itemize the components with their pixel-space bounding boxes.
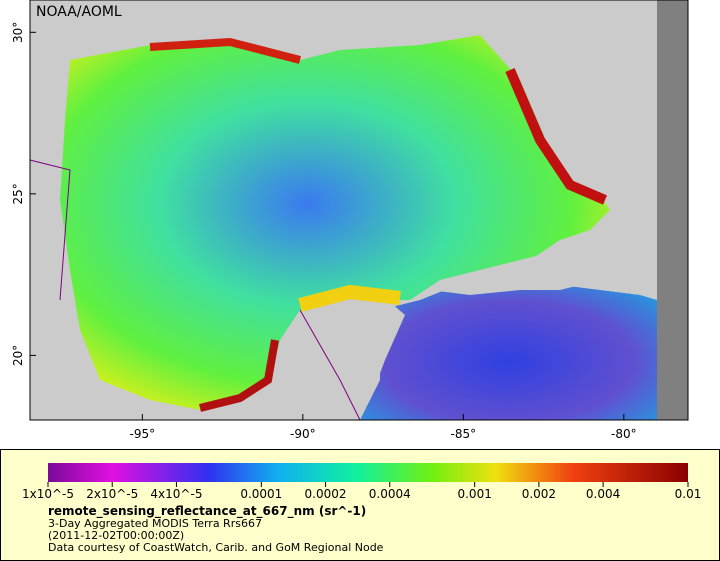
x-tick-label: -90°: [290, 427, 316, 441]
x-tick-label: -80°: [611, 427, 637, 441]
colorbar-tick-label: 0.0004: [369, 487, 411, 501]
caribbean-water: [360, 275, 657, 420]
x-tick-label: -85°: [451, 427, 477, 441]
map: NOAA/AOML: [29, 0, 689, 421]
description: 3-Day Aggregated MODIS Terra Rrs667: [48, 517, 262, 530]
colorbar: [48, 463, 688, 482]
colorbar-tick-label: 0.004: [586, 487, 620, 501]
colorbar-tick-label: 0.002: [522, 487, 556, 501]
x-tick-label: -95°: [130, 427, 156, 441]
coastal-band: [149, 37, 301, 64]
y-tick-label: 20°: [11, 345, 25, 366]
gulf-water: [60, 35, 610, 410]
map-border: [29, 0, 689, 421]
credit: Data courtesy of CoastWatch, Carib. and …: [48, 541, 384, 554]
coastal-band: [505, 68, 607, 205]
y-tick-label: 30°: [11, 22, 25, 43]
border: [29, 159, 71, 301]
colorbar-tick-label: 1x10^-5: [22, 487, 74, 501]
variable: remote_sensing_reflectance_at_667_nm (sr…: [48, 504, 366, 519]
no-data: [657, 0, 688, 420]
yucatan: [285, 300, 405, 420]
map-credit: NOAA/AOML: [36, 4, 122, 20]
border: [299, 309, 361, 421]
time: (2011-12-02T00:00:00Z): [48, 529, 184, 542]
colorbar-tick-label: 0.0002: [305, 487, 347, 501]
colorbar-tick-label: 4x10^-5: [150, 487, 202, 501]
y-tick-label: 25°: [11, 183, 25, 204]
cuba: [430, 250, 657, 295]
colorbar-tick-label: 2x10^-5: [86, 487, 138, 501]
colorbar-tick-label: 0.001: [457, 487, 491, 501]
coastal-band: [199, 339, 279, 412]
colorbar-tick-label: 0.01: [675, 487, 702, 501]
colorbar-tick-label: 0.0001: [240, 487, 282, 501]
coastal-band: [298, 284, 401, 312]
